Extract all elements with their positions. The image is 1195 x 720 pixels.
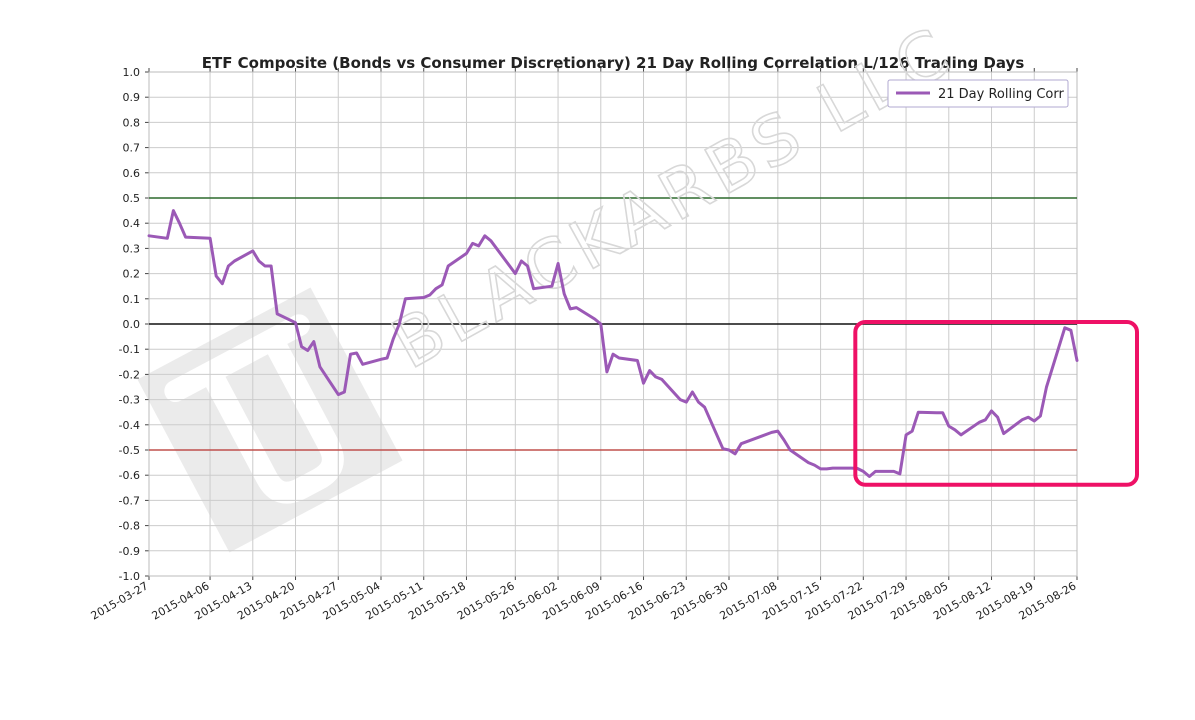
y-tick-label: -0.4 — [119, 419, 140, 432]
y-tick-label: 0.6 — [123, 167, 141, 180]
highlight-box — [853, 320, 1139, 487]
logo-watermark — [137, 287, 403, 553]
y-tick-label: -0.7 — [119, 494, 140, 507]
y-tick-label: 0.3 — [123, 242, 141, 255]
y-tick-label: 0.9 — [123, 91, 141, 104]
y-tick-label: -0.9 — [119, 545, 140, 558]
y-tick-label: -0.5 — [119, 444, 140, 457]
y-tick-label: -0.8 — [119, 520, 140, 533]
legend-label: 21 Day Rolling Corr — [938, 87, 1064, 102]
x-tick-labels: 2015-03-27 2015-04-062015-04-132015-04-20… — [89, 579, 1079, 622]
y-tick-label: 0.2 — [123, 268, 141, 281]
chart-title: ETF Composite (Bonds vs Consumer Discret… — [202, 54, 1025, 72]
legend-frame — [887, 79, 1069, 108]
y-tick-label: -0.1 — [119, 343, 140, 356]
y-tick-label: 0.5 — [123, 192, 141, 205]
y-tick-label: 1.0 — [123, 66, 141, 79]
chart-legend: 21 Day Rolling Corr — [887, 79, 1069, 108]
y-tick-labels: 1.0 0.9 0.8 0.7 0.6 0.5 0.4 0.3 0.2 0.1 0.0 -0.1 -0.… — [119, 66, 140, 583]
y-tick-label: -0.3 — [119, 394, 140, 407]
y-tick-label: 0.7 — [123, 142, 141, 155]
y-tick-label: -0.2 — [119, 368, 140, 381]
highlight-rect — [853, 320, 1139, 487]
y-tick-label: 0.4 — [123, 217, 141, 230]
series-line — [147, 209, 1079, 478]
y-tick-label: 0.8 — [123, 116, 141, 129]
chart-series — [147, 209, 1079, 478]
y-tick-label: 0.0 — [123, 318, 141, 331]
x-tick-label: 2015-03-27 — [89, 579, 151, 622]
y-tick-label: -1.0 — [119, 570, 140, 583]
y-tick-label: 0.1 — [123, 293, 141, 306]
y-tick-label: -0.6 — [119, 469, 140, 482]
